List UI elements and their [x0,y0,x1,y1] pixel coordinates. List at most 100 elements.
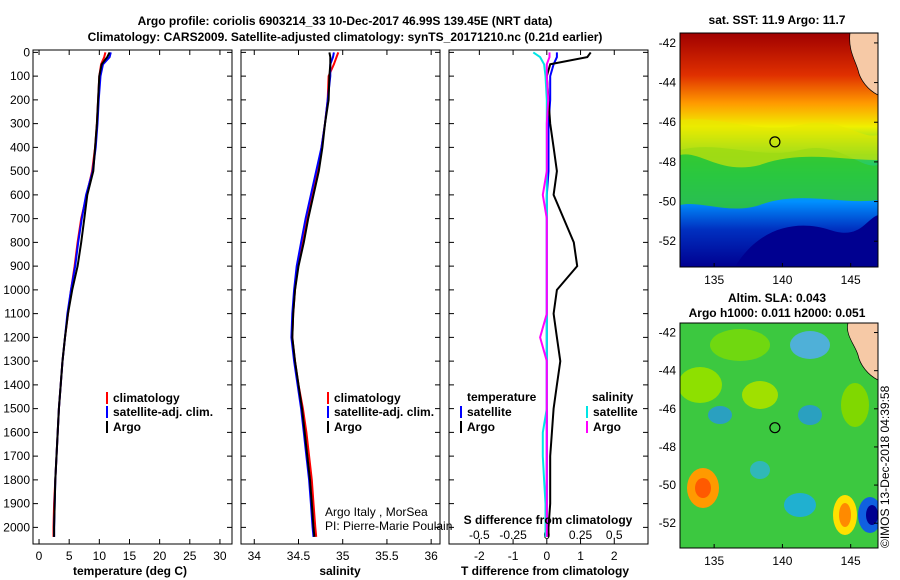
sla-anomaly [841,383,869,427]
sst-map-frame [679,32,879,268]
map-y-tick-label: -52 [659,516,677,530]
difference-axis-label: T difference from climatology [461,564,629,578]
s-difference-label: S difference from climatology [464,513,633,527]
depth-tick-label: 1300 [3,354,30,368]
temperature-axis-label: temperature (deg C) [73,564,187,578]
land [849,33,878,96]
sla-anomaly [798,405,822,425]
sla-anomaly [839,503,851,527]
title-line-2: Climatology: CARS2009. Satellite-adjuste… [88,30,603,44]
legend-argo-label: Argo [334,420,362,434]
depth-tick-label: 2000 [3,520,30,534]
map-y-tick-label: -44 [659,364,677,378]
map-y-tick-label: -52 [659,234,677,248]
map-x-tick-label: 140 [772,273,792,287]
x-tick-label: 36 [424,549,438,563]
map-x-tick-label: 145 [841,554,861,568]
sst-argo-marker [769,136,781,148]
depth-tick-label: 700 [10,212,30,226]
sla-anomaly [710,329,770,361]
map-x-tick-label: 135 [704,554,724,568]
x-tick-label: 34.5 [287,549,311,563]
s-diff-tick-label: -0.5 [469,528,490,542]
legend-temp-satellite-label: satellite [467,405,512,419]
x-tick-label: 10 [93,549,107,563]
x-tick-label: 20 [153,549,167,563]
depth-tick-label: 300 [10,117,30,131]
map-y-tick-label: -48 [659,155,677,169]
sst-map-title: sat. SST: 11.9 Argo: 11.7 [709,13,846,27]
x-tick-label: -2 [474,549,485,563]
series-line-argo [291,52,332,537]
x-tick-label: 15 [123,549,137,563]
map-y-tick-label: -46 [659,115,677,129]
sla-argo-marker [769,422,781,434]
x-tick-label: 25 [183,549,197,563]
sst-deep-blue [735,215,878,267]
credit-line-1: Argo Italy , MorSea [325,505,428,519]
salinity-axis-label: salinity [319,564,361,578]
depth-tick-label: 100 [10,69,30,83]
salinity-axes [240,49,441,545]
x-tick-label: 30 [213,549,227,563]
map-y-tick-label: -44 [659,76,677,90]
temperature-axes [32,49,233,545]
map-y-tick-label: -46 [659,402,677,416]
sla-map-field [680,323,878,548]
salinity-legend: climatology satellite-adj. clim. Argo [327,391,434,434]
series-line-salinity-argo [539,52,551,537]
legend-climatology-label: climatology [334,391,401,405]
title-line-1: Argo profile: coriolis 6903214_33 10-Dec… [138,14,553,28]
depth-tick-label: 1400 [3,378,30,392]
legend-temperature-title: temperature [467,390,537,404]
depth-tick-label: 1600 [3,425,30,439]
s-diff-tick-label: 0.25 [569,528,593,542]
legend-satellite-label: satellite-adj. clim. [334,405,434,419]
sla-map-frame [679,322,879,549]
map-y-tick-label: -48 [659,440,677,454]
sla-map-title-1: Altim. SLA: 0.043 [728,291,826,305]
depth-tick-label: 900 [10,259,30,273]
map-y-tick-label: -42 [659,36,677,50]
map-y-tick-label: -50 [659,478,677,492]
sla-anomaly [742,381,778,409]
difference-legend: temperature satellite Argo salinity sate… [460,390,638,434]
s-diff-tick-label: -0.25 [499,528,527,542]
sla-anomaly [680,367,722,403]
x-tick-label: 35.5 [375,549,399,563]
map-x-tick-label: 135 [704,273,724,287]
sla-anomaly [750,461,770,479]
legend-argo-label: Argo [113,420,141,434]
depth-tick-label: 0 [23,45,30,59]
map-y-tick-label: -42 [659,326,677,340]
depth-tick-label: 400 [10,140,30,154]
depth-tick-label: 1700 [3,449,30,463]
imos-stamp: ©IMOS 13-Dec-2018 04:39:58 [878,385,892,548]
sla-anomaly [784,493,816,517]
sst-yellow-band [680,119,878,168]
depth-tick-label: 500 [10,164,30,178]
depth-tick-label: 1500 [3,402,30,416]
land [847,323,878,381]
temperature-legend: climatology satellite-adj. clim. Argo [106,391,213,434]
s-diff-tick-label: 0.5 [606,528,623,542]
depth-tick-label: 1000 [3,283,30,297]
x-tick-label: 1 [577,549,584,563]
sla-anomaly [866,505,878,525]
sla-map-title-2: Argo h1000: 0.011 h2000: 0.051 [689,306,866,320]
legend-climatology-label: climatology [113,391,180,405]
x-tick-label: 5 [66,549,73,563]
map-y-tick-label: -50 [659,195,677,209]
depth-tick-label: 600 [10,188,30,202]
x-tick-label: 2 [611,549,618,563]
depth-tick-label: 1100 [4,307,30,321]
legend-satellite-label: satellite-adj. clim. [113,405,213,419]
depth-tick-label: 800 [10,235,30,249]
depth-tick-label: 1900 [3,497,30,511]
depth-tick-label: 1800 [3,473,30,487]
x-tick-label: 35 [336,549,350,563]
legend-sal-argo-label: Argo [593,420,621,434]
depth-tick-label: 200 [10,93,30,107]
legend-temp-argo-label: Argo [467,420,495,434]
